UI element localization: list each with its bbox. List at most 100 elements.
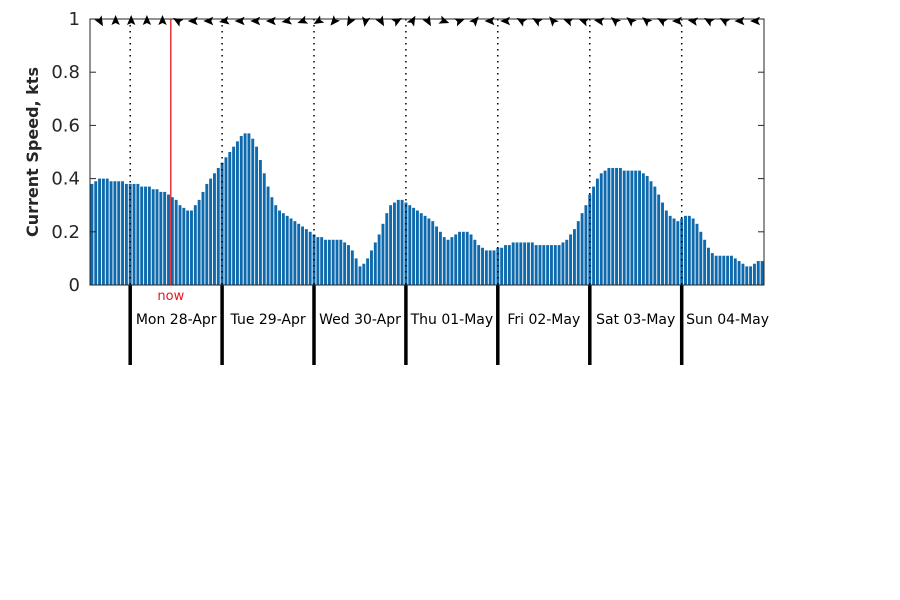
speed-bar (190, 210, 193, 285)
speed-bar (438, 231, 442, 285)
y-tick-label: 0 (69, 275, 80, 296)
speed-bar (197, 199, 201, 285)
direction-arrow (362, 16, 371, 27)
speed-bar (607, 167, 611, 285)
speed-bar (392, 202, 396, 285)
speed-bar (358, 266, 362, 285)
direction-arrow (406, 15, 416, 27)
speed-bar (442, 237, 446, 285)
speed-bar (749, 266, 753, 285)
speed-bar (710, 253, 714, 285)
speed-bar (515, 242, 519, 285)
direction-arrow (610, 17, 622, 27)
speed-bar (151, 189, 155, 285)
direction-arrow (532, 18, 543, 27)
direction-arrow (562, 18, 574, 27)
speed-bar (159, 191, 163, 285)
speed-bar (266, 186, 270, 285)
day-label: Fri 02-May (507, 312, 580, 328)
direction-arrow (391, 18, 402, 27)
speed-bar (737, 261, 741, 285)
speed-bar (109, 181, 113, 285)
speed-bar (592, 186, 596, 285)
speed-bar (182, 207, 186, 285)
speed-bar (281, 213, 285, 285)
speed-bar (324, 239, 327, 285)
speed-bar (147, 186, 151, 285)
speed-bar (385, 213, 389, 285)
speed-bar (415, 210, 419, 285)
speed-bar (576, 221, 580, 285)
speed-bar (396, 199, 400, 285)
direction-arrow (549, 16, 559, 27)
speed-bar (327, 239, 331, 285)
speed-bar (511, 242, 515, 285)
speed-bar (458, 231, 462, 285)
speed-bar (335, 239, 339, 285)
speed-bar (615, 167, 619, 285)
speed-bar (630, 170, 634, 285)
speed-bar (507, 245, 511, 285)
y-tick-label: 1 (69, 9, 80, 30)
speed-bar (653, 186, 657, 285)
direction-arrow (469, 16, 479, 27)
speed-bar (98, 178, 102, 285)
speed-bar (247, 133, 251, 285)
speed-bar (477, 245, 481, 285)
speed-bar (760, 261, 764, 285)
speed-bar (316, 237, 320, 285)
speed-bar (733, 258, 737, 285)
speed-bar (588, 194, 592, 285)
speed-bar (691, 218, 695, 285)
speed-bar (465, 231, 469, 285)
direction-arrow (516, 18, 528, 27)
speed-bar (435, 226, 439, 285)
speed-bar (94, 181, 98, 285)
speed-bar (121, 181, 125, 285)
direction-arrow (500, 16, 511, 26)
direction-arrow (187, 16, 198, 26)
speed-bar (224, 157, 228, 285)
speed-bar (611, 167, 615, 285)
speed-bar (278, 210, 282, 285)
speed-bar (213, 173, 216, 285)
speed-bar (427, 218, 431, 285)
speed-bar (687, 215, 691, 285)
speed-bar (580, 213, 584, 285)
direction-arrow (657, 18, 668, 27)
speed-bar (519, 242, 523, 285)
direction-arrow (422, 15, 431, 27)
speed-bar (703, 239, 707, 285)
speed-bar (167, 194, 170, 285)
direction-arrow (578, 18, 590, 27)
speed-bar (672, 218, 676, 285)
speed-bar (538, 245, 542, 285)
speed-bar (450, 237, 454, 285)
speed-bar (124, 183, 128, 285)
speed-bar (626, 170, 630, 285)
direction-arrow (219, 16, 230, 25)
speed-bar (469, 234, 473, 285)
speed-bar (412, 207, 416, 285)
bar-series (90, 133, 764, 285)
speed-bar (347, 245, 350, 285)
speed-bar (572, 229, 576, 285)
direction-arrow (750, 16, 760, 26)
speed-bar (105, 178, 109, 285)
speed-bar (557, 245, 561, 285)
speed-bar (128, 183, 132, 285)
speed-bar (404, 202, 408, 285)
speed-bar (232, 146, 236, 285)
speed-bar (504, 245, 507, 285)
day-label: Wed 30-Apr (319, 312, 401, 328)
speed-bar (645, 175, 649, 285)
speed-bar (370, 250, 373, 285)
speed-bar (546, 245, 550, 285)
speed-bar (140, 186, 144, 285)
speed-bar (274, 205, 278, 285)
speed-bar (381, 223, 385, 285)
direction-arrow (234, 16, 245, 26)
direction-arrow (593, 17, 605, 26)
speed-bar (599, 173, 603, 285)
